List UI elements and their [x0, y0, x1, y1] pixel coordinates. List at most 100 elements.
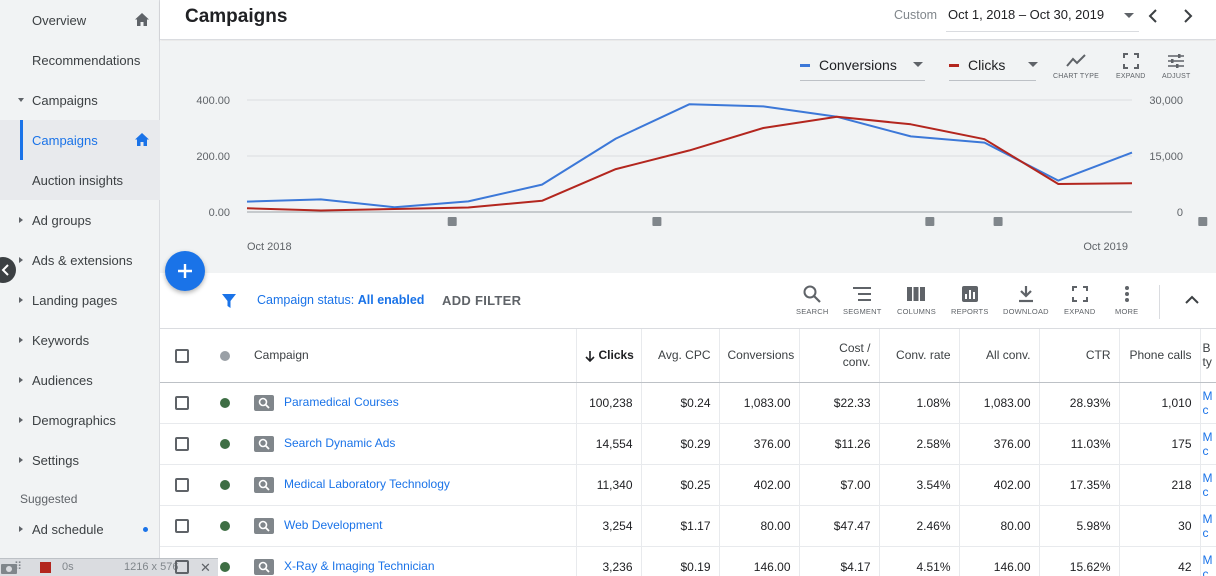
status-cell[interactable]: [203, 464, 246, 506]
tool-label: DOWNLOAD: [1003, 307, 1049, 316]
caret-right-icon: [19, 526, 23, 532]
segment-button[interactable]: SEGMENT: [843, 285, 882, 316]
table-row[interactable]: Paramedical Courses 100,238 $0.24 1,083.…: [160, 382, 1216, 424]
sidebar-item-label: Audiences: [32, 372, 93, 388]
filter-icon[interactable]: [221, 293, 237, 309]
sidebar-item-landing-pages[interactable]: Landing pages: [0, 280, 160, 320]
more-button[interactable]: MORE: [1115, 285, 1138, 316]
status-cell[interactable]: [203, 423, 246, 465]
row-checkbox-cell[interactable]: [160, 423, 203, 465]
sidebar-item-ads-extensions[interactable]: Ads & extensions: [0, 240, 160, 280]
phone-calls-cell: 30: [1118, 505, 1200, 547]
suggested-heading: Suggested: [20, 492, 78, 506]
column-header-label-line1: Cost /: [839, 341, 871, 356]
column-header-conversions[interactable]: Conversions: [718, 329, 799, 383]
search-campaign-icon: [254, 558, 274, 575]
sidebar-item-demographics[interactable]: Demographics: [0, 400, 160, 440]
column-header-all-conv[interactable]: All conv.: [958, 329, 1039, 383]
dropdown-arrow-icon[interactable]: [1123, 12, 1135, 20]
row-checkbox-cell[interactable]: [160, 382, 203, 424]
chart-type-button[interactable]: CHART TYPE: [1053, 53, 1099, 80]
metric2-selector[interactable]: Clicks: [949, 53, 1039, 81]
collapse-sidebar-button[interactable]: [0, 257, 16, 283]
columns-button[interactable]: COLUMNS: [897, 285, 936, 316]
select-all-checkbox-cell[interactable]: [160, 329, 203, 383]
campaign-status-filter-chip[interactable]: Campaign status: All enabled: [257, 293, 424, 307]
campaign-name-link[interactable]: Paramedical Courses: [284, 394, 399, 409]
row-checkbox[interactable]: [174, 436, 189, 451]
row-checkbox-cell[interactable]: [160, 546, 203, 576]
annotation-marker: [925, 217, 935, 226]
column-header-campaign[interactable]: Campaign: [246, 329, 576, 383]
conversions-cell: 80.00: [718, 505, 799, 547]
status-cell[interactable]: [203, 382, 246, 424]
sidebar-item-audiences[interactable]: Audiences: [0, 360, 160, 400]
search-icon: [803, 285, 822, 303]
ctr-cell: 15.62%: [1038, 546, 1119, 576]
status-cell[interactable]: [203, 546, 246, 576]
add-filter-button[interactable]: ADD FILTER: [442, 293, 522, 308]
enabled-status-dot: [219, 521, 230, 532]
sidebar-item-ad-groups[interactable]: Ad groups: [0, 200, 160, 240]
row-checkbox[interactable]: [174, 395, 189, 410]
chart-adjust-button[interactable]: ADJUST: [1162, 53, 1190, 80]
table-row[interactable]: X-Ray & Imaging Technician 3,236 $0.19 1…: [160, 546, 1216, 576]
conversions-cell: 402.00: [718, 464, 799, 506]
row-checkbox[interactable]: [174, 559, 189, 574]
campaign-cell: Web Development: [246, 505, 576, 547]
annotation-marker: [447, 217, 457, 226]
record-stop-icon[interactable]: [40, 562, 51, 573]
column-header-phone-calls[interactable]: Phone calls: [1118, 329, 1200, 383]
sidebar-item-auction-insights[interactable]: Auction insights: [0, 160, 160, 200]
row-checkbox[interactable]: [174, 477, 189, 492]
search-button[interactable]: SEARCH: [796, 285, 828, 316]
column-header-label-line1: B: [1202, 341, 1211, 356]
column-header-conv-rate[interactable]: Conv. rate: [878, 329, 959, 383]
sidebar-item-settings[interactable]: Settings: [0, 440, 160, 480]
table-row[interactable]: Web Development 3,254 $1.17 80.00 $47.47…: [160, 505, 1216, 547]
reports-button[interactable]: REPORTS: [951, 285, 989, 316]
status-column-header[interactable]: [203, 329, 246, 383]
download-button[interactable]: DOWNLOAD: [1003, 285, 1049, 316]
metric1-selector[interactable]: Conversions: [800, 53, 925, 81]
campaign-name-link[interactable]: Web Development: [284, 517, 383, 532]
sidebar-item-campaigns-group[interactable]: Campaigns: [0, 80, 160, 120]
chevron-left-icon: [1, 264, 9, 276]
sidebar-item-ad-schedule[interactable]: Ad schedule: [0, 509, 160, 549]
row-checkbox-cell[interactable]: [160, 505, 203, 547]
row-checkbox-cell[interactable]: [160, 464, 203, 506]
previous-period-icon[interactable]: [1148, 9, 1158, 23]
collapse-chart-icon[interactable]: [1185, 295, 1199, 305]
row-checkbox[interactable]: [174, 518, 189, 533]
more-vert-icon: [1124, 286, 1129, 302]
x-tick-label: Oct 2018: [247, 241, 292, 253]
status-cell[interactable]: [203, 505, 246, 547]
ctr-cell: 11.03%: [1038, 423, 1119, 465]
table-row[interactable]: Search Dynamic Ads 14,554 $0.29 376.00 $…: [160, 423, 1216, 465]
column-header-clicks[interactable]: Clicks: [575, 329, 641, 383]
add-campaign-button[interactable]: [165, 251, 205, 291]
y-right-tick-label: 30,000: [1149, 95, 1183, 107]
chart-expand-button[interactable]: EXPAND: [1116, 53, 1145, 80]
column-header-avg-cpc[interactable]: Avg. CPC: [640, 329, 719, 383]
date-range-picker[interactable]: Oct 1, 2018 – Oct 30, 2019: [948, 7, 1105, 22]
sidebar-item-keywords[interactable]: Keywords: [0, 320, 160, 360]
next-period-icon[interactable]: [1183, 9, 1193, 23]
select-all-checkbox[interactable]: [174, 348, 189, 363]
campaign-name-link[interactable]: Search Dynamic Ads: [284, 435, 396, 450]
column-header-ctr[interactable]: CTR: [1038, 329, 1119, 383]
sidebar-item-label: Ads & extensions: [32, 252, 133, 268]
table-row[interactable]: Medical Laboratory Technology 11,340 $0.…: [160, 464, 1216, 506]
campaign-name-link[interactable]: Medical Laboratory Technology: [284, 476, 450, 491]
column-header-cost-per-conv[interactable]: Cost / conv.: [798, 329, 879, 383]
camera-icon[interactable]: [0, 562, 18, 574]
sidebar-item-overview[interactable]: Overview: [0, 0, 160, 40]
campaign-cell: Search Dynamic Ads: [246, 423, 576, 465]
drag-handle-icon[interactable]: ⠿: [14, 561, 23, 573]
sidebar-item-campaigns[interactable]: Campaigns: [0, 120, 160, 160]
sidebar-item-recommendations[interactable]: Recommendations: [0, 40, 160, 80]
expand-table-button[interactable]: EXPAND: [1064, 285, 1096, 316]
campaign-name-link[interactable]: X-Ray & Imaging Technician: [284, 558, 435, 573]
